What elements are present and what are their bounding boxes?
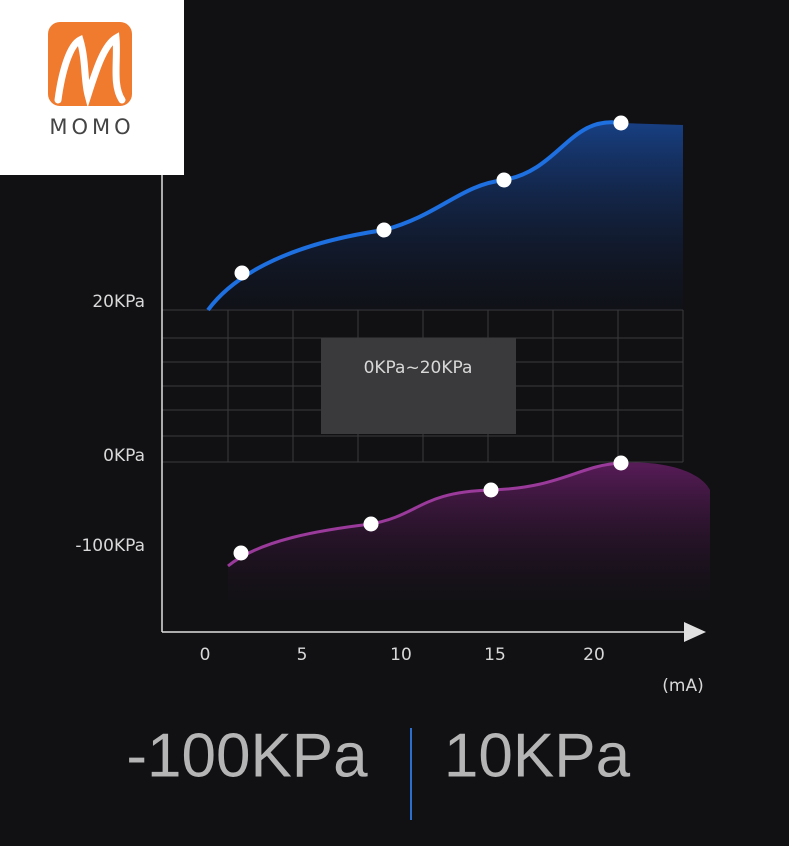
upper-area <box>208 122 683 310</box>
point <box>234 265 250 281</box>
range-box <box>321 338 516 434</box>
x-unit: (mA) <box>662 676 703 696</box>
lower-curve <box>227 461 622 568</box>
y-label: 0KPa <box>103 446 145 466</box>
point <box>483 482 499 498</box>
y-label: 20KPa <box>92 292 145 312</box>
x-label: 15 <box>484 645 506 665</box>
logo-mark <box>54 32 126 108</box>
logo-text: MOMO <box>49 115 134 139</box>
point <box>363 516 379 532</box>
spec-value: 10KPa <box>444 721 631 790</box>
upper-curve <box>206 120 622 312</box>
point <box>376 222 392 238</box>
spec-value: -100KPa <box>126 721 368 790</box>
point <box>496 172 512 188</box>
x-label: 0 <box>200 645 211 665</box>
point <box>613 455 629 471</box>
point <box>233 545 249 561</box>
y-label: -100KPa <box>75 536 145 556</box>
x-label: 20 <box>583 645 605 665</box>
x-axis-arrow <box>684 622 706 642</box>
lower-area <box>228 462 710 600</box>
upper-points <box>234 115 629 281</box>
x-label: 5 <box>297 645 308 665</box>
logo: MOMO <box>0 0 184 175</box>
point <box>613 115 629 131</box>
lower-points <box>233 455 629 561</box>
x-label: 10 <box>390 645 412 665</box>
range-label: 0KPa~20KPa <box>364 358 473 378</box>
